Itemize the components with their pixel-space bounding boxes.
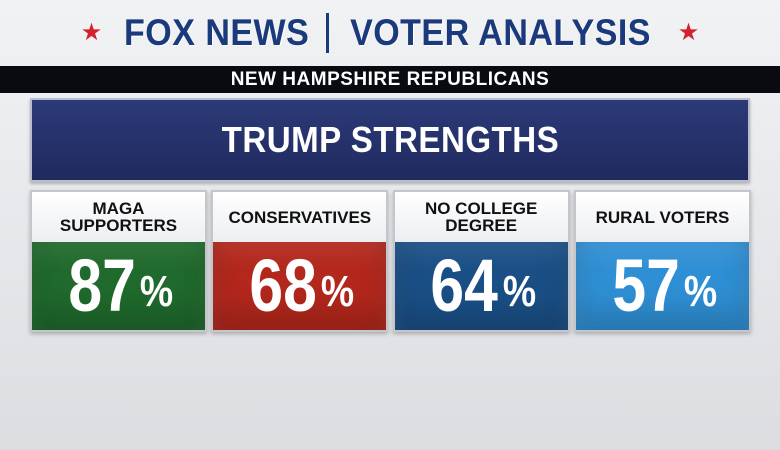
stat-card-label: RURAL VOTERS: [575, 192, 749, 242]
percent-sign: %: [140, 267, 174, 316]
stat-card-label: NO COLLEGE DEGREE: [394, 192, 568, 242]
banner-divider: [325, 13, 329, 53]
stat-card: MAGA SUPPORTERS 87%: [30, 190, 207, 332]
header-banner: ★ FOX NEWS VOTER ANALYSIS ★: [0, 0, 780, 66]
stat-percent-value: 57: [612, 244, 680, 327]
stat-card-value: 68%: [213, 242, 387, 330]
stat-percent-value: 64: [430, 244, 499, 327]
percent-sign: %: [502, 267, 536, 316]
subheader-bar: NEW HAMPSHIRE REPUBLICANS: [0, 66, 780, 93]
brand-logo: FOX NEWS: [124, 12, 310, 53]
stat-card: RURAL VOTERS 57%: [573, 190, 751, 332]
stat-percent-value: 68: [249, 244, 318, 327]
percent-sign: %: [684, 267, 718, 316]
stat-card-value: 57%: [575, 242, 749, 330]
stat-card-label: CONSERVATIVES: [213, 192, 387, 242]
stat-card-value: 64%: [394, 242, 568, 330]
percent-sign: %: [321, 267, 355, 316]
star-icon: ★: [677, 19, 700, 46]
stat-card-value: 87%: [32, 242, 205, 330]
title-panel: TRUMP STRENGTHS: [30, 98, 750, 182]
banner-topic: VOTER ANALYSIS: [349, 12, 651, 53]
stat-card-label: MAGA SUPPORTERS: [32, 192, 205, 242]
stat-percent-value: 87: [68, 244, 136, 327]
stat-card: CONSERVATIVES 68%: [211, 190, 389, 332]
star-icon: ★: [80, 19, 103, 46]
stat-card: NO COLLEGE DEGREE 64%: [392, 190, 570, 332]
stat-cards: MAGA SUPPORTERS 87% CONSERVATIVES 68% NO COLL…: [30, 190, 751, 332]
chart-title: TRUMP STRENGTHS: [221, 119, 559, 160]
